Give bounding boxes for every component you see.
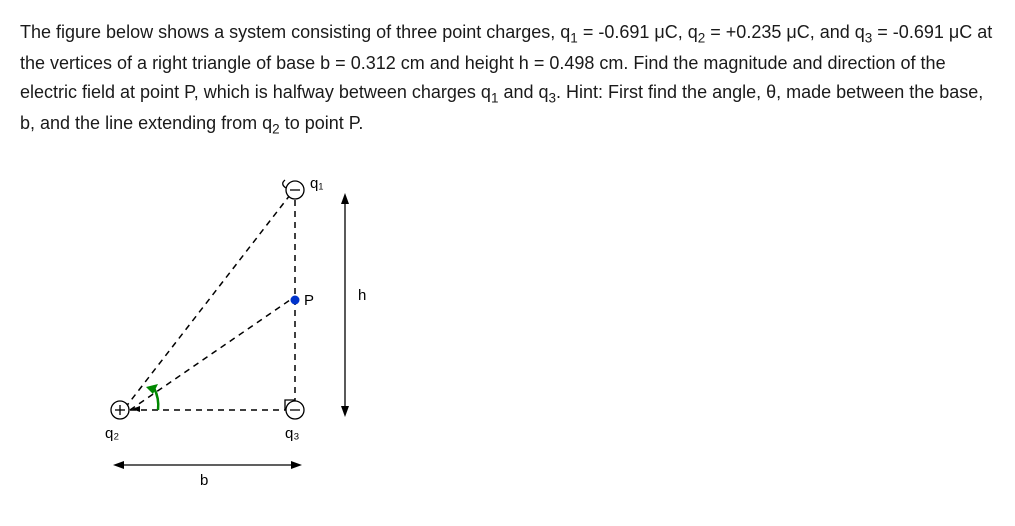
- q1-val: = -0.691 μC,: [578, 22, 688, 42]
- base-arrow-right: [291, 461, 302, 469]
- triangle-diagram: h b q₁ q₂ q₃ P: [80, 160, 430, 490]
- q2-var: q: [688, 22, 698, 42]
- height-arrow-up: [341, 193, 349, 204]
- q3-label: q₃: [285, 425, 299, 442]
- q1b-var: q: [481, 82, 491, 102]
- b-label: b: [200, 472, 208, 489]
- q1-label: q₁: [310, 175, 323, 192]
- q2-label: q₂: [105, 425, 119, 442]
- q2-val: = +0.235 μC, and: [705, 22, 854, 42]
- q1-curl: [283, 180, 286, 188]
- q3-var: q: [855, 22, 865, 42]
- point-p: [291, 296, 300, 305]
- q3b-var: q: [539, 82, 549, 102]
- q1-var: q: [560, 22, 570, 42]
- problem-statement: The figure below shows a system consisti…: [20, 18, 995, 140]
- q2-to-p-line: [130, 300, 290, 410]
- diagram-svg: h b q₁ q₂ q₃ P: [80, 160, 430, 490]
- base-arrow-left: [113, 461, 124, 469]
- height-arrow-down: [341, 406, 349, 417]
- q2c-var: q: [262, 113, 272, 133]
- hypotenuse-line: [125, 195, 290, 408]
- q3b-sub: 3: [549, 91, 557, 106]
- q1-sub: 1: [570, 31, 578, 46]
- and-text: and: [498, 82, 538, 102]
- q2c-sub: 2: [272, 122, 280, 137]
- to-p-text: to point P.: [280, 113, 364, 133]
- h-label: h: [358, 287, 366, 304]
- text-intro: The figure below shows a system consisti…: [20, 22, 560, 42]
- p-label: P: [304, 292, 314, 309]
